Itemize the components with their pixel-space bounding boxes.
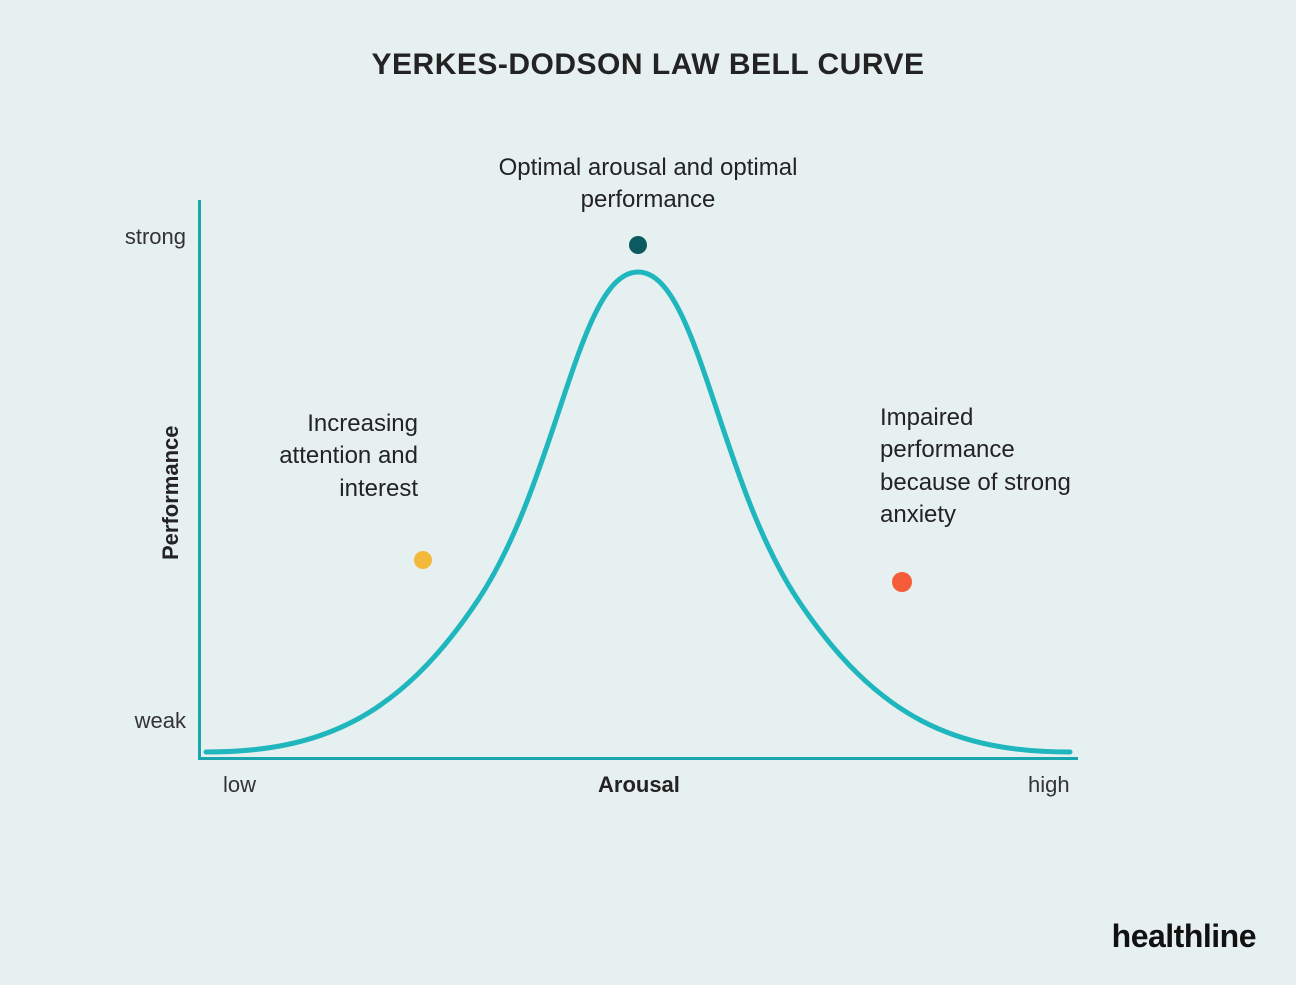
brand-logo: healthline [1112, 918, 1256, 955]
x-tick-low: low [223, 772, 256, 798]
bell-curve-chart: strong weak low high Performance Arousal… [198, 200, 1078, 760]
annotation-optimal: Optimal arousal and optimal performance [498, 152, 798, 217]
y-axis-title: Performance [158, 425, 184, 560]
point-impaired [892, 572, 912, 592]
point-optimal [629, 236, 647, 254]
chart-title: YERKES-DODSON LAW BELL CURVE [0, 48, 1296, 82]
annotation-impaired: Impaired performance because of strong a… [880, 402, 1090, 532]
y-tick-strong: strong [106, 224, 186, 250]
x-axis-title: Arousal [598, 772, 680, 798]
y-tick-weak: weak [106, 708, 186, 734]
x-tick-high: high [1028, 772, 1070, 798]
annotation-increasing: Increasing attention and interest [228, 408, 418, 505]
point-increasing [414, 551, 432, 569]
